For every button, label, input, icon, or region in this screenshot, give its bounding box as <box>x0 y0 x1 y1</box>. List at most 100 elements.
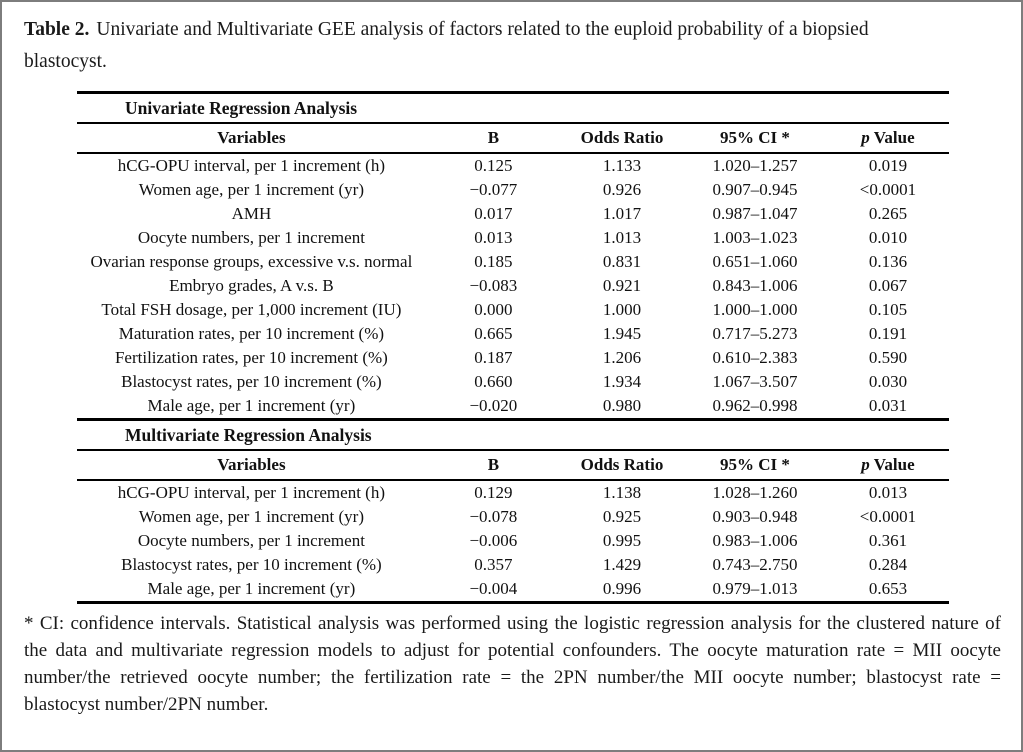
value-cell: 1.000 <box>602 300 642 319</box>
univariate-section-title: Univariate Regression Analysis <box>77 91 949 124</box>
value-cell: 0.995 <box>602 531 642 550</box>
value-cell: 0.980 <box>602 396 642 415</box>
value-cell: 0.010 <box>868 228 908 247</box>
value-cell: −0.083 <box>469 276 518 295</box>
value-cell: <0.0001 <box>859 507 917 526</box>
col-header-p-value: p Value <box>826 123 949 154</box>
variable-cell: AMH <box>231 204 272 223</box>
table-row: Oocyte numbers, per 1 increment 0.013 1.01… <box>77 226 949 250</box>
value-cell: 0.665 <box>474 324 513 343</box>
univariate-section: Univariate Regression Analysis Variables… <box>77 91 949 420</box>
variable-cell: hCG-OPU interval, per 1 increment (h) <box>117 483 385 502</box>
value-cell: 1.020–1.257 <box>712 156 798 175</box>
variable-cell: Blastocyst rates, per 10 increment (%) <box>121 372 382 391</box>
col-header-odds-ratio: Odds Ratio <box>560 123 684 154</box>
value-cell: 0.979–1.013 <box>712 579 798 598</box>
value-cell: 0.013 <box>474 228 513 247</box>
column-header-row: Variables B Odds Ratio 95% CI * p Value <box>77 450 949 481</box>
table-row: Oocyte numbers, per 1 increment −0.006 0.9… <box>77 529 949 553</box>
value-cell: 0.660 <box>474 372 513 391</box>
value-cell: 0.590 <box>868 348 908 367</box>
value-cell: 0.653 <box>868 579 908 598</box>
section-title-row: Multivariate Regression Analysis <box>77 418 949 451</box>
table-caption-text: Univariate and Multivariate GEE analysis… <box>24 19 869 72</box>
col-header-p-value: p Value <box>826 450 949 481</box>
variable-cell: Women age, per 1 increment (yr) <box>138 180 364 199</box>
value-cell: 1.000–1.000 <box>712 300 798 319</box>
value-cell: 1.206 <box>602 348 642 367</box>
value-cell: 1.138 <box>602 483 642 502</box>
value-cell: 0.983–1.006 <box>712 531 798 550</box>
value-cell: 1.133 <box>602 156 642 175</box>
table-row: hCG-OPU interval, per 1 increment (h) 0.1… <box>77 480 949 505</box>
value-cell: 0.987–1.047 <box>712 204 798 223</box>
table-row: Blastocyst rates, per 10 increment (%) 0.… <box>77 370 949 394</box>
gee-analysis-table: Univariate Regression Analysis Variables… <box>77 91 949 604</box>
table-footnote: * CI: confidence intervals. Statistical … <box>24 613 1001 715</box>
table-caption: Table 2. Univariate and Multivariate GEE … <box>24 14 904 78</box>
value-cell: 0.185 <box>474 252 513 271</box>
value-cell: 0.187 <box>474 348 513 367</box>
variable-cell: Blastocyst rates, per 10 increment (%) <box>121 555 382 574</box>
table-row: Maturation rates, per 10 increment (%) 0.… <box>77 322 949 346</box>
variable-cell: Male age, per 1 increment (yr) <box>147 579 356 598</box>
table-row: Embryo grades, A v.s. B −0.083 0.921 0.843–… <box>77 274 949 298</box>
table-row: Women age, per 1 increment (yr) −0.077 0.9… <box>77 178 949 202</box>
value-cell: 0.843–1.006 <box>712 276 798 295</box>
value-cell: 0.921 <box>602 276 642 295</box>
value-cell: 0.743–2.750 <box>712 555 798 574</box>
value-cell: <0.0001 <box>859 180 917 199</box>
variable-cell: hCG-OPU interval, per 1 increment (h) <box>117 156 385 175</box>
variable-cell: Maturation rates, per 10 increment (%) <box>118 324 385 343</box>
table-row: Male age, per 1 increment (yr) −0.020 0.98… <box>77 394 949 420</box>
value-cell: 0.361 <box>868 531 908 550</box>
variable-cell: Total FSH dosage, per 1,000 increment (I… <box>101 300 402 319</box>
value-cell: 0.962–0.998 <box>712 396 798 415</box>
value-cell: 0.907–0.945 <box>712 180 798 199</box>
value-cell: 0.926 <box>602 180 642 199</box>
col-header-odds-ratio: Odds Ratio <box>560 450 684 481</box>
variable-cell: Oocyte numbers, per 1 increment <box>137 228 365 247</box>
table-row: Women age, per 1 increment (yr) −0.078 0.9… <box>77 505 949 529</box>
col-header-variables: Variables <box>77 123 426 154</box>
value-cell: 0.013 <box>868 483 908 502</box>
p-value-header-rest: Value <box>869 128 915 147</box>
p-value-header-italic: p <box>861 128 870 147</box>
value-cell: 0.903–0.948 <box>712 507 798 526</box>
value-cell: 0.265 <box>868 204 908 223</box>
table-row: Male age, per 1 increment (yr) −0.004 0.99… <box>77 577 949 603</box>
variable-cell: Women age, per 1 increment (yr) <box>138 507 364 526</box>
col-header-b: B <box>425 123 561 154</box>
value-cell: 0.925 <box>602 507 642 526</box>
table-row: AMH 0.017 1.017 0.987–1.047 0.265 <box>77 202 949 226</box>
value-cell: 0.610–2.383 <box>712 348 798 367</box>
value-cell: 0.357 <box>474 555 513 574</box>
value-cell: 0.030 <box>868 372 908 391</box>
value-cell: 1.013 <box>602 228 642 247</box>
col-header-b: B <box>425 450 561 481</box>
p-value-header-italic: p <box>861 455 870 474</box>
variable-cell: Male age, per 1 increment (yr) <box>147 396 356 415</box>
value-cell: 0.019 <box>868 156 908 175</box>
value-cell: 1.017 <box>602 204 642 223</box>
multivariate-section-title: Multivariate Regression Analysis <box>77 418 949 451</box>
col-header-variables: Variables <box>77 450 426 481</box>
value-cell: −0.020 <box>469 396 518 415</box>
value-cell: 0.996 <box>602 579 642 598</box>
value-cell: 1.028–1.260 <box>712 483 798 502</box>
value-cell: 1.429 <box>602 555 642 574</box>
value-cell: 0.000 <box>474 300 513 319</box>
value-cell: 1.945 <box>602 324 642 343</box>
p-value-header-rest: Value <box>869 455 915 474</box>
table-row: Total FSH dosage, per 1,000 increment (I… <box>77 298 949 322</box>
value-cell: 0.284 <box>868 555 908 574</box>
col-header-ci: 95% CI * <box>683 450 827 481</box>
col-header-ci: 95% CI * <box>683 123 827 154</box>
value-cell: 0.717–5.273 <box>712 324 798 343</box>
value-cell: 0.191 <box>868 324 908 343</box>
table-row: Ovarian response groups, excessive v.s. … <box>77 250 949 274</box>
value-cell: 0.067 <box>868 276 908 295</box>
table-row: hCG-OPU interval, per 1 increment (h) 0.1… <box>77 153 949 178</box>
value-cell: 0.831 <box>602 252 642 271</box>
value-cell: 0.136 <box>868 252 908 271</box>
